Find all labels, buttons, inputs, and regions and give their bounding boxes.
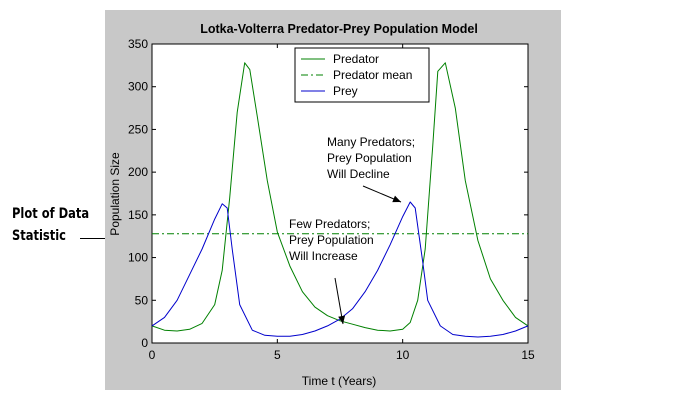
legend: Predator Predator mean Prey xyxy=(294,47,430,103)
annotation-text-line: Will Decline xyxy=(327,167,390,181)
x-axis-ticks: 0 5 10 15 xyxy=(149,44,535,362)
legend-label: Predator xyxy=(333,52,379,66)
y-tick-label: 200 xyxy=(128,165,148,179)
y-tick-label: 350 xyxy=(128,37,148,51)
annotation-arrow-head xyxy=(392,195,401,203)
chart-title: Lotka-Volterra Predator-Prey Population … xyxy=(200,22,478,36)
callout-line-2: Statistic xyxy=(12,228,66,244)
annotation-arrow-head xyxy=(338,315,346,324)
x-tick-label: 10 xyxy=(396,348,410,362)
x-tick-label: 0 xyxy=(149,348,156,362)
y-tick-label: 100 xyxy=(128,251,148,265)
annotation-text-line: Prey Population xyxy=(289,233,374,247)
x-tick-label: 15 xyxy=(521,348,535,362)
legend-label: Prey xyxy=(333,84,358,98)
figure-window: Lotka-Volterra Predator-Prey Population … xyxy=(105,10,561,390)
x-tick-label: 5 xyxy=(274,348,281,362)
x-axis-label: Time t (Years) xyxy=(302,374,376,388)
plot-of-data-statistic-callout: Plot of Data Statistic xyxy=(12,203,89,247)
series-line-predator xyxy=(151,62,529,332)
y-tick-label: 300 xyxy=(128,80,148,94)
annotation-text-line: Prey Population xyxy=(327,151,412,165)
legend-box xyxy=(294,47,430,103)
y-axis-ticks: 0 50 100 150 200 250 300 350 xyxy=(128,37,528,350)
annotation-text-line: Few Predators; xyxy=(289,217,370,231)
callout-line-1: Plot of Data xyxy=(12,206,90,222)
y-tick-label: 50 xyxy=(135,293,149,307)
y-tick-label: 250 xyxy=(128,122,148,136)
y-tick-label: 0 xyxy=(141,336,148,350)
annotation-text-line: Many Predators; xyxy=(327,135,415,149)
annotation-layer: Many Predators; Prey Population Will Decli… xyxy=(289,135,415,325)
y-tick-label: 150 xyxy=(128,208,148,222)
annotation-text-line: Will Increase xyxy=(289,249,358,263)
legend-label: Predator mean xyxy=(333,68,412,82)
y-axis-label: Population Size xyxy=(108,152,122,236)
lotka-volterra-chart: Lotka-Volterra Predator-Prey Population … xyxy=(108,22,535,388)
